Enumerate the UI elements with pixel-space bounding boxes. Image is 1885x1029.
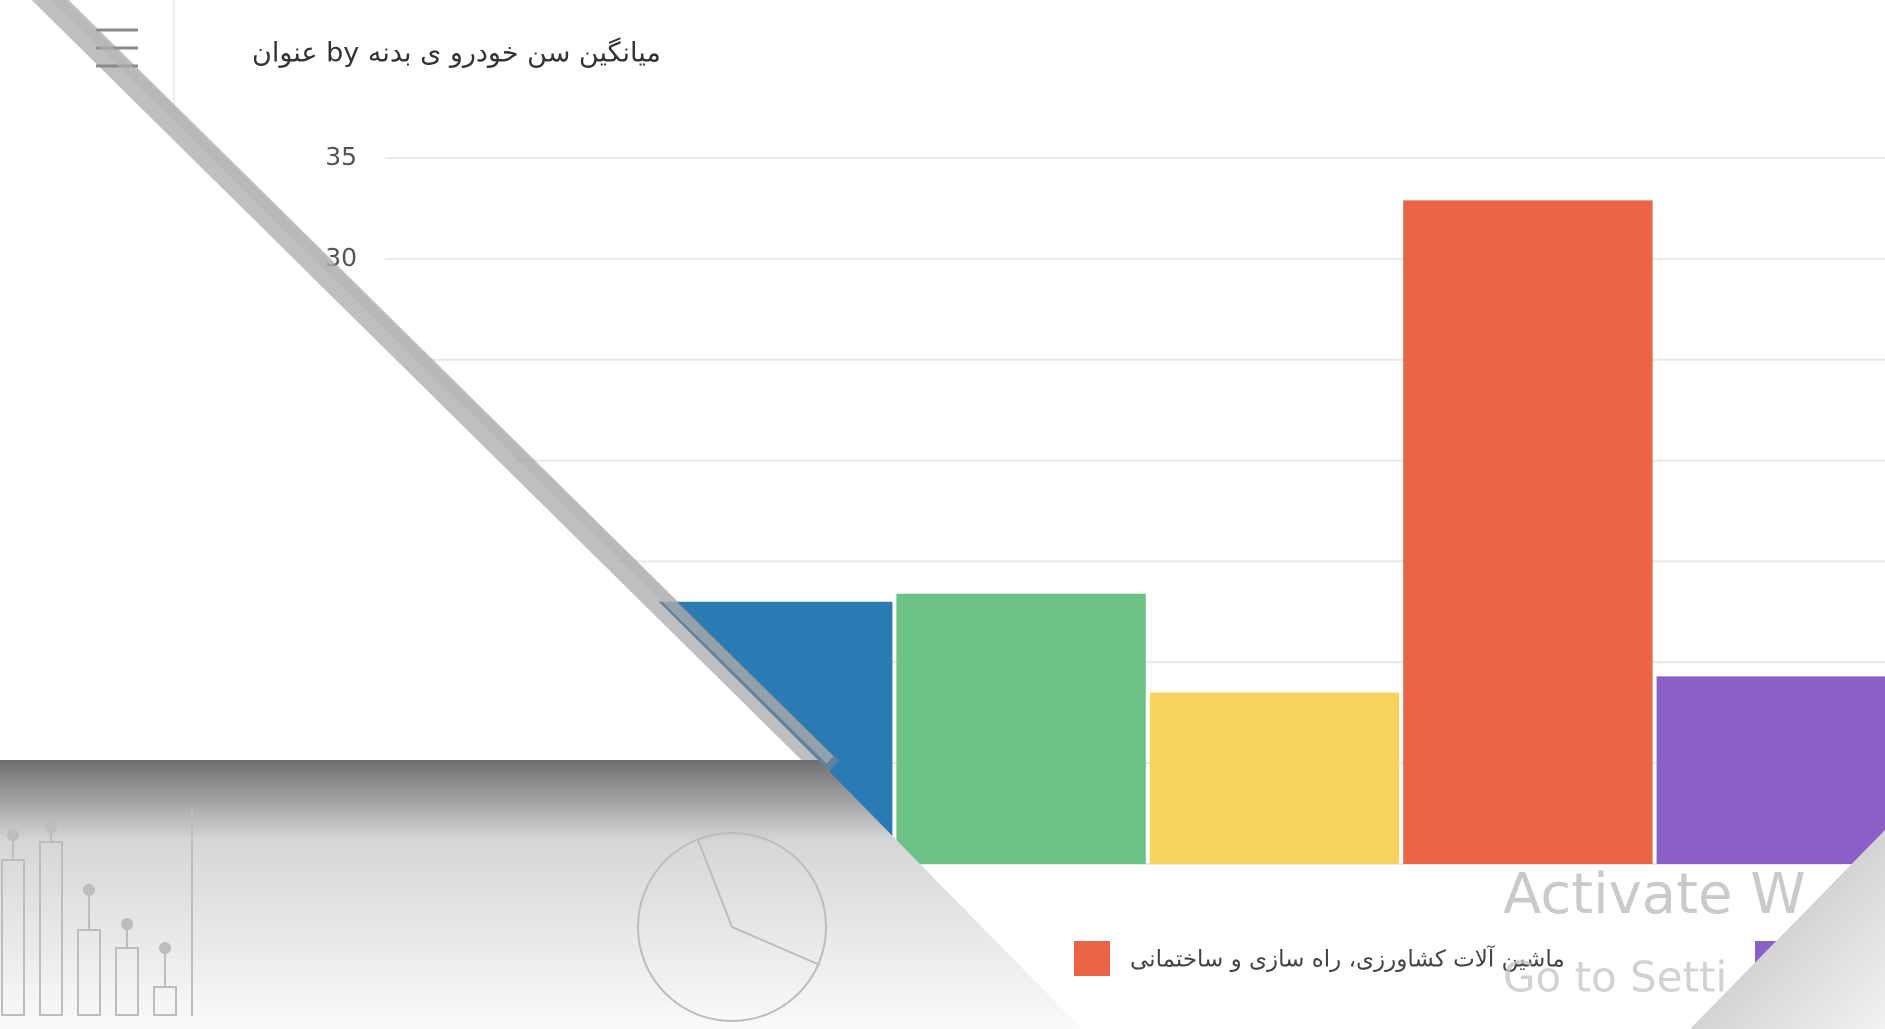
bar [1149, 692, 1400, 864]
bar [896, 593, 1146, 864]
pie-icon [637, 832, 827, 1022]
bar [1403, 200, 1653, 865]
watermark-title: Activate W [1503, 862, 1806, 927]
watermark-subtitle: Go to Setti [1503, 953, 1727, 1002]
curl-shadow [31, 0, 840, 780]
chart-title: عنوان by میانگین سن خودرو ی بدنه [252, 37, 661, 69]
legend-swatch [1074, 941, 1110, 976]
curl-corner [1690, 830, 1885, 1029]
y-tick-label: 35 [325, 142, 357, 171]
bar [1656, 676, 1885, 864]
boxplot-icon [1, 808, 193, 1016]
curl-edge [51, 0, 834, 764]
legend-label: ماشین آلات کشاورزی، راه سازی و ساختمانی [1130, 945, 1565, 973]
